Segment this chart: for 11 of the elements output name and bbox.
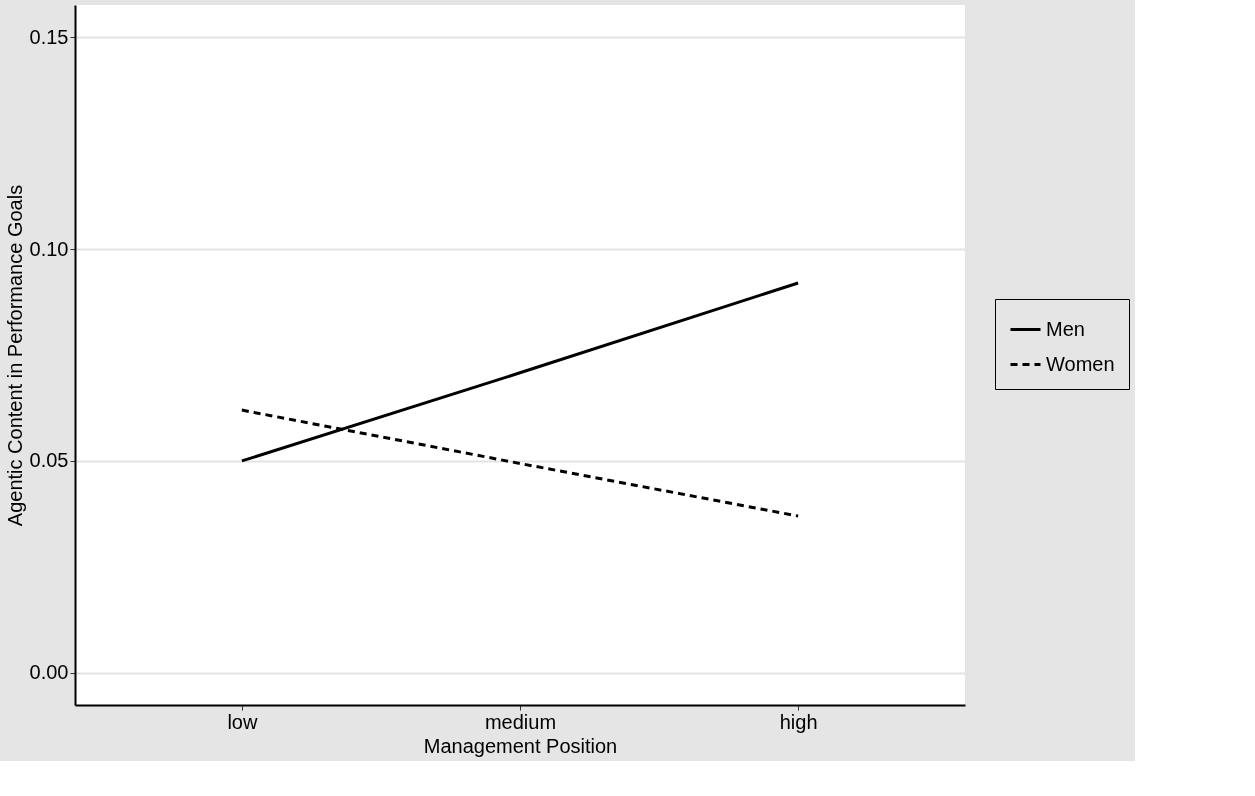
x-tick-label: high (779, 710, 818, 733)
x-tick-label: low (227, 710, 258, 733)
legend-label: Men (1046, 317, 1085, 340)
legend-label: Women (1046, 352, 1115, 375)
y-tick-label: 0.00 (29, 661, 69, 684)
y-tick-label: 0.05 (29, 449, 69, 472)
y-tick-label: 0.10 (29, 237, 69, 260)
y-axis-title: Agentic Content in Performance Goals (3, 184, 26, 527)
y-tick-label: 0.15 (29, 25, 69, 48)
x-tick-label: medium (484, 710, 557, 733)
x-axis-title: Management Position (423, 734, 618, 757)
